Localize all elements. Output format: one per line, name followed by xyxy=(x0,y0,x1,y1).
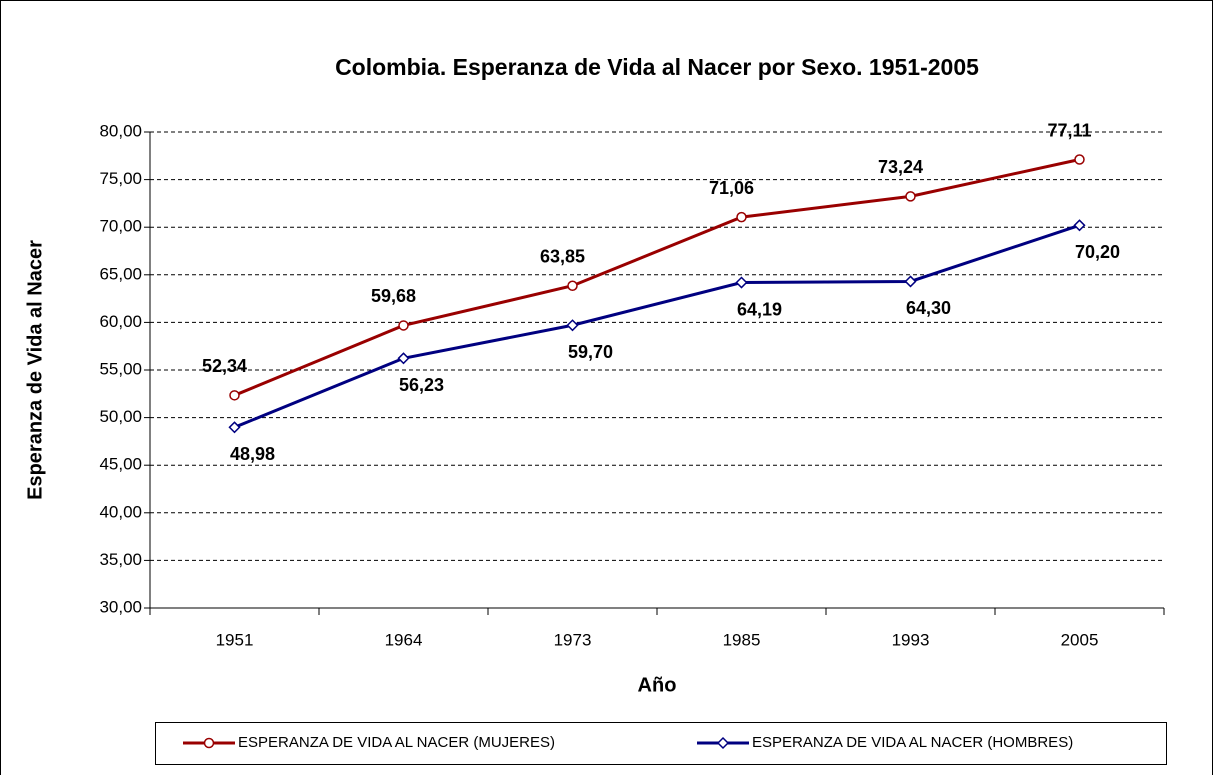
y-tick-label: 55,00 xyxy=(99,359,142,378)
x-tick-label: 1973 xyxy=(554,630,592,649)
data-label: 71,06 xyxy=(709,178,754,198)
point xyxy=(904,275,917,288)
point xyxy=(1074,154,1085,165)
x-tick-label: 2005 xyxy=(1061,630,1099,649)
x-tick-label: 1964 xyxy=(385,630,423,649)
legend-label: ESPERANZA DE VIDA AL NACER (HOMBRES) xyxy=(752,734,1073,751)
data-label: 64,30 xyxy=(906,298,951,318)
x-tick-label: 1951 xyxy=(216,630,254,649)
y-tick-label: 70,00 xyxy=(99,217,142,236)
point xyxy=(1073,219,1086,232)
legend-label: ESPERANZA DE VIDA AL NACER (MUJERES) xyxy=(238,734,555,751)
series-line xyxy=(233,158,1080,397)
x-tick-label: 1993 xyxy=(892,630,930,649)
point xyxy=(567,280,578,291)
data-label: 59,70 xyxy=(568,342,613,362)
legend-marker xyxy=(203,737,215,749)
series-line xyxy=(233,223,1080,429)
point xyxy=(566,319,579,332)
y-tick-label: 65,00 xyxy=(99,264,142,283)
data-label: 59,68 xyxy=(371,286,416,306)
point xyxy=(229,390,240,401)
y-tick-label: 75,00 xyxy=(99,169,142,188)
data-label: 52,34 xyxy=(202,356,247,376)
y-tick-label: 60,00 xyxy=(99,312,142,331)
x-tick-label: 1985 xyxy=(723,630,761,649)
point xyxy=(905,191,916,202)
point xyxy=(228,421,241,434)
data-label: 70,20 xyxy=(1075,242,1120,262)
data-label: 73,24 xyxy=(878,157,923,177)
data-label: 48,98 xyxy=(230,444,275,464)
point xyxy=(398,320,409,331)
y-tick-label: 50,00 xyxy=(99,407,142,426)
data-label: 56,23 xyxy=(399,375,444,395)
data-label: 64,19 xyxy=(737,299,782,319)
y-tick-label: 40,00 xyxy=(99,502,142,521)
y-tick-label: 30,00 xyxy=(99,597,142,616)
y-tick-label: 45,00 xyxy=(99,455,142,474)
point xyxy=(397,352,410,365)
data-label: 63,85 xyxy=(540,246,585,266)
chart-title: Colombia. Esperanza de Vida al Nacer por… xyxy=(335,54,979,80)
point xyxy=(735,276,748,289)
x-axis-label: Año xyxy=(638,674,677,696)
legend-box xyxy=(155,722,1167,765)
point xyxy=(736,211,747,223)
y-tick-label: 80,00 xyxy=(99,121,142,140)
legend-marker xyxy=(716,736,730,750)
y-axis-label: Esperanza de Vida al Nacer xyxy=(24,240,46,500)
data-label: 77,11 xyxy=(1047,120,1091,140)
y-tick-label: 35,00 xyxy=(99,550,142,569)
